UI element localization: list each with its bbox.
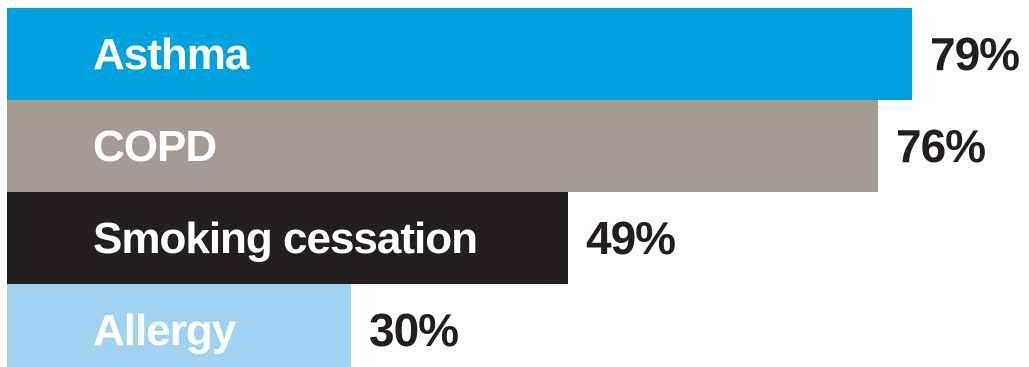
category-label: Allergy (93, 306, 237, 355)
category-label: Asthma (93, 30, 250, 79)
bars-group: Asthma 79% COPD 76% Smoking cessation 49% Alle… (7, 8, 1020, 367)
bar-allergy (7, 284, 351, 367)
value-label: 30% (369, 304, 458, 356)
value-label: 49% (586, 212, 675, 264)
bar-copd (7, 100, 878, 192)
category-label: Smoking cessation (93, 214, 477, 263)
value-label: 79% (930, 28, 1019, 80)
bar-smoking-cessation (7, 192, 568, 284)
bar-asthma (7, 8, 912, 100)
category-label: COPD (93, 122, 216, 171)
value-label: 76% (896, 120, 985, 172)
